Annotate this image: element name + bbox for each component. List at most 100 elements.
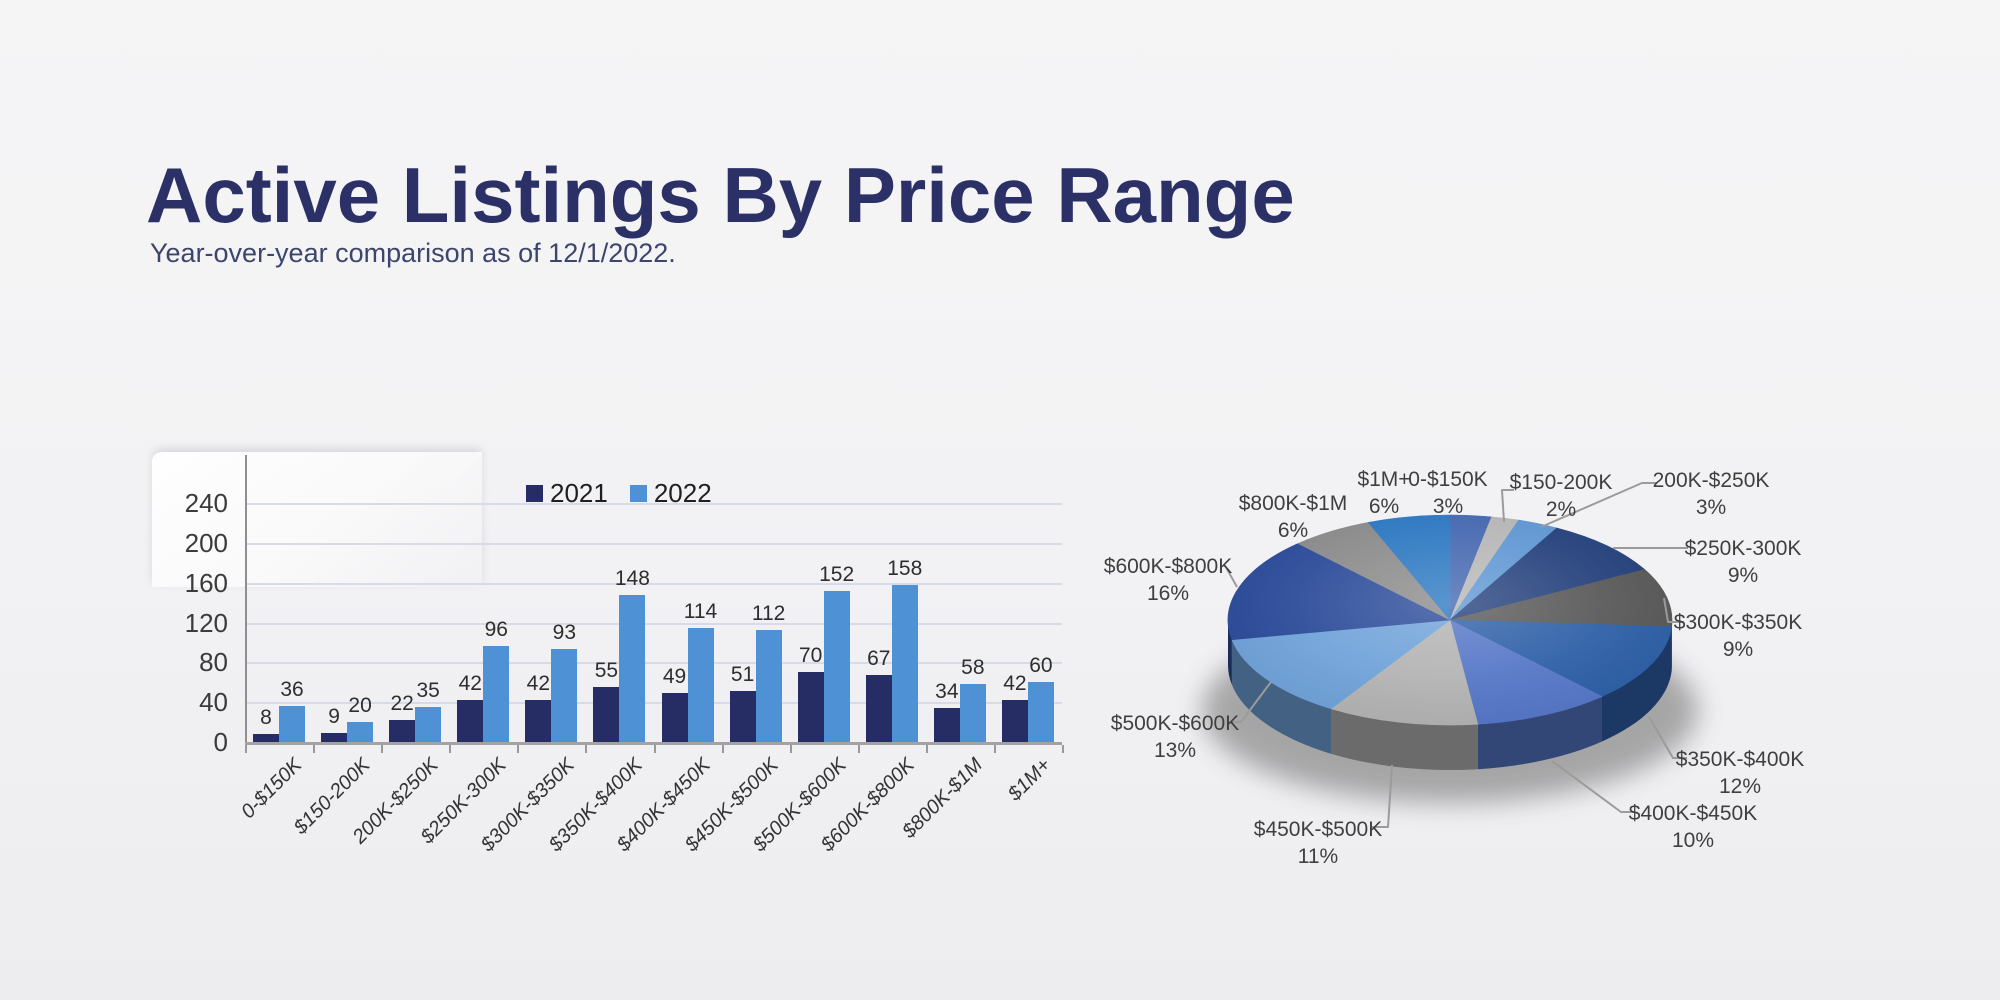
legend-item-2022: 2022 <box>629 478 712 509</box>
pie-label-6: $400K-$450K 10% <box>1629 800 1757 854</box>
y-axis-tick-label: 80 <box>199 647 228 678</box>
legend-label-2021: 2021 <box>550 478 608 508</box>
x-axis-tick <box>517 745 520 753</box>
x-axis-tick <box>653 745 656 753</box>
pie-label-percent-1: 2% <box>1545 498 1577 521</box>
bar-2022-5 <box>619 594 646 742</box>
y-axis-tick-label: 200 <box>184 527 228 558</box>
bar-value-2022-2: 35 <box>416 679 440 703</box>
x-axis-tick <box>449 745 452 753</box>
pie-label-percent-4: 9% <box>1722 638 1754 661</box>
bar-value-2021-2: 22 <box>390 692 414 716</box>
bar-2022-1 <box>347 722 374 742</box>
bar-chart-legend: 2021 2022 <box>526 478 712 509</box>
bar-2022-4 <box>551 649 578 742</box>
page-title: Active Listings By Price Range <box>146 151 1295 240</box>
bar-value-2021-11: 42 <box>1003 672 1027 696</box>
pie-label-0: 0-$150K 3% <box>1408 466 1487 520</box>
pie-label-11: $1M+ 6% <box>1357 466 1410 520</box>
bar-2021-7 <box>729 691 756 742</box>
x-axis-tick <box>993 745 996 753</box>
pie-label-percent-3: 9% <box>1727 564 1759 587</box>
pie-label-percent-8: 13% <box>1153 739 1197 762</box>
pie-label-percent-2: 3% <box>1695 496 1727 519</box>
pie-label-name-11: $1M+ <box>1357 468 1411 491</box>
bar-2021-6 <box>661 693 688 742</box>
gridline <box>247 542 1062 545</box>
x-axis-tick <box>789 745 792 753</box>
pie-label-percent-10: 6% <box>1277 519 1309 542</box>
pie-label-name-3: $250K-300K <box>1684 537 1802 560</box>
y-axis-line <box>245 455 247 742</box>
y-axis-tick-label: 160 <box>184 567 228 598</box>
x-axis-tick <box>381 745 384 753</box>
pie-label-name-5: $350K-$400K <box>1675 748 1805 771</box>
bar-2021-1 <box>321 733 348 742</box>
bar-value-2021-0: 8 <box>260 706 272 730</box>
bar-value-2021-1: 9 <box>328 705 340 729</box>
bar-2022-6 <box>687 628 714 742</box>
legend-swatch-2022 <box>629 485 647 502</box>
pie-label-4: $300K-$350K 9% <box>1674 609 1802 663</box>
pie-label-name-8: $500K-$600K <box>1110 712 1240 735</box>
bar-2021-5 <box>593 687 620 742</box>
legend-swatch-2021 <box>526 485 543 502</box>
chart-background-card <box>152 452 482 587</box>
pie-leader-line-9 <box>1226 568 1238 588</box>
y-axis-tick-label: 240 <box>184 488 228 518</box>
pie-label-3: $250K-300K 9% <box>1685 535 1802 589</box>
bar-value-2021-10: 34 <box>935 680 959 704</box>
gridline <box>247 582 1062 585</box>
legend-label-2022: 2022 <box>653 478 712 508</box>
pie-leader-line-2 <box>1540 482 1657 528</box>
pie-label-5: $350K-$400K 12% <box>1676 746 1804 800</box>
bar-value-2021-5: 55 <box>594 659 619 683</box>
bar-value-2021-6: 49 <box>662 665 687 689</box>
pie-leader-line-4 <box>1663 597 1684 623</box>
pie-label-1: $150-200K 2% <box>1510 469 1613 523</box>
pie-leader-line-1 <box>1501 489 1514 523</box>
bar-2021-0 <box>253 734 279 742</box>
bar-2021-4 <box>525 700 552 742</box>
x-axis-tick <box>857 745 860 753</box>
bar-value-2022-10: 58 <box>961 656 985 680</box>
gridline <box>247 702 1062 705</box>
bar-2021-11 <box>1001 700 1028 742</box>
bar-value-2022-5: 148 <box>614 566 650 590</box>
bar-2022-9 <box>891 584 918 742</box>
bar-value-2022-8: 152 <box>819 562 855 586</box>
pie-label-name-0: 0-$150K <box>1408 468 1488 491</box>
pie-label-name-10: $800K-$1M <box>1238 492 1348 515</box>
bar-2021-10 <box>933 708 960 742</box>
pie-label-7: $450K-$500K 11% <box>1254 816 1382 870</box>
y-axis-tick-label: 40 <box>199 687 228 718</box>
bar-value-2022-11: 60 <box>1029 654 1053 678</box>
bar-value-2022-6: 114 <box>683 600 718 624</box>
bar-value-2022-4: 93 <box>552 621 576 645</box>
bar-2022-2 <box>415 707 442 742</box>
bar-2022-3 <box>483 646 510 742</box>
pie-label-name-9: $600K-$800K <box>1103 555 1233 578</box>
pie-label-name-4: $300K-$350K <box>1673 611 1803 634</box>
bar-value-2021-9: 67 <box>867 647 891 671</box>
pie-label-8: $500K-$600K 13% <box>1111 710 1239 764</box>
bar-value-2021-8: 70 <box>798 644 823 668</box>
x-axis-tick <box>585 745 588 753</box>
x-axis-tick <box>721 745 724 753</box>
pie-label-percent-7: 11% <box>1297 845 1339 868</box>
x-axis-tick <box>1062 745 1064 753</box>
bar-2021-8 <box>797 672 824 742</box>
pie-label-percent-0: 3% <box>1432 495 1464 518</box>
pie-label-name-7: $450K-$500K <box>1253 818 1383 841</box>
pie-leader-line-7 <box>1372 764 1393 828</box>
bar-2022-0 <box>279 706 305 742</box>
y-axis-tick-label: 120 <box>184 607 228 638</box>
bar-2021-9 <box>865 675 892 742</box>
pie-label-9: $600K-$800K 16% <box>1104 553 1232 607</box>
pie-label-10: $800K-$1M 6% <box>1239 490 1348 544</box>
x-axis-tick <box>925 745 928 753</box>
bar-value-2021-4: 42 <box>526 672 550 696</box>
